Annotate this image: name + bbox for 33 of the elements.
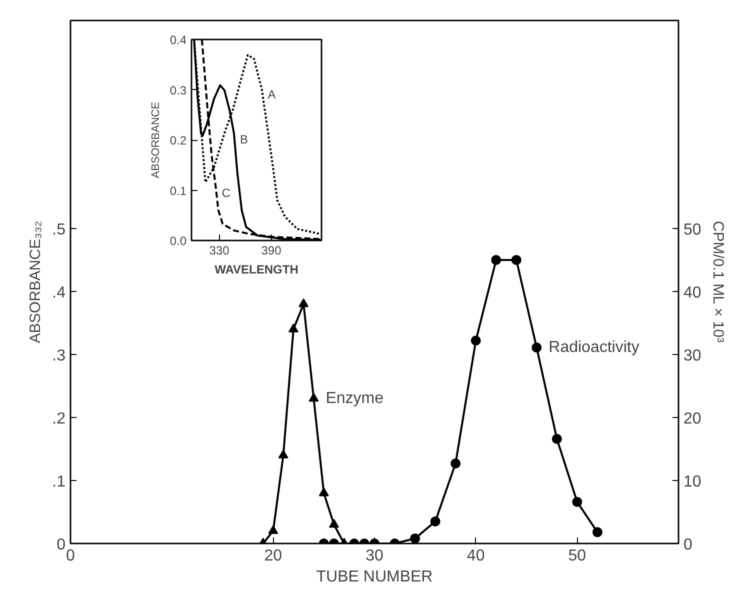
annotation: B bbox=[240, 132, 248, 146]
y-tick-label: .5 bbox=[52, 221, 66, 238]
x-tick-label: 40 bbox=[466, 548, 485, 564]
y-tick-label: .1 bbox=[52, 473, 66, 490]
y-tick-label: 0.2 bbox=[170, 134, 187, 148]
series-label: Enzyme bbox=[326, 390, 384, 408]
x-tick-label: 390 bbox=[261, 244, 282, 258]
y2-tick-label: 0 bbox=[684, 536, 692, 554]
y2-tick-label: 10 bbox=[684, 473, 702, 490]
y-axis-title: ABSORBANCE bbox=[150, 102, 162, 178]
annotation: A bbox=[268, 88, 276, 102]
y2-tick-label: 40 bbox=[684, 284, 702, 302]
y-tick-label: 0.1 bbox=[170, 184, 187, 198]
y-tick-label: .2 bbox=[52, 410, 66, 428]
y-tick-label: .4 bbox=[52, 284, 66, 302]
y-tick-label: 0.4 bbox=[170, 33, 187, 47]
x-tick-label: 330 bbox=[209, 244, 230, 258]
annotation: C bbox=[222, 186, 231, 200]
y2-tick-label: 50 bbox=[684, 221, 702, 238]
y-tick-label: 0.3 bbox=[170, 83, 187, 98]
y-axis-title: ABSORBANCE₃₃₂ bbox=[27, 220, 44, 344]
y2-tick-label: 20 bbox=[684, 410, 702, 428]
legend-label: Radioactivity bbox=[548, 339, 640, 356]
x-tick-label: 30 bbox=[366, 548, 384, 564]
x-tick-label: 50 bbox=[568, 548, 586, 564]
y-tick-label: 0.0 bbox=[170, 234, 187, 248]
x-axis-title: WAVELENGTH bbox=[214, 262, 298, 276]
y-tick-label: .3 bbox=[52, 347, 66, 364]
y2-tick-label: 30 bbox=[684, 347, 702, 364]
x-tick-label: 20 bbox=[264, 548, 282, 564]
y2-axis-title: CPM/0.1 ML × 10³ bbox=[709, 220, 726, 343]
x-axis-title: TUBE NUMBER bbox=[316, 568, 433, 586]
y-tick-label: 0 bbox=[56, 536, 66, 554]
